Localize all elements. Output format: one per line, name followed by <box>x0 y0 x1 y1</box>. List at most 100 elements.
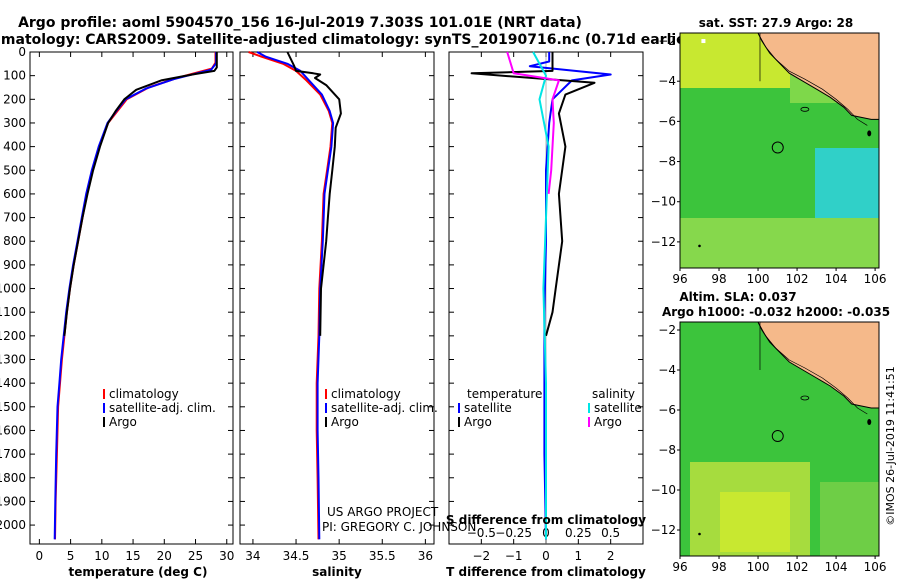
x-tick-label: −1 <box>505 549 523 563</box>
map-x-tick-label: 104 <box>825 560 848 574</box>
x-tick-label: 0 <box>36 549 44 563</box>
map-x-tick-label: 96 <box>672 560 687 574</box>
x-tick-label: 25 <box>188 549 203 563</box>
map-x-tick-label: 102 <box>786 560 809 574</box>
y-tick-label: 900 <box>3 258 26 272</box>
y-tick-label: 1500 <box>0 400 26 414</box>
x-tick-label: 20 <box>157 549 172 563</box>
island-marker <box>698 244 701 248</box>
island-outline <box>867 130 872 137</box>
map-y-tick-label: −10 <box>651 483 676 497</box>
cool-water-region <box>815 148 879 218</box>
series-line-salinity-argo <box>506 51 560 195</box>
y-tick-label: 0 <box>18 45 26 59</box>
legend-title-salinity: salinity <box>592 387 635 401</box>
map-y-tick-label: −4 <box>658 74 676 88</box>
map-y-tick-label: −8 <box>658 155 676 169</box>
x-tick-label: −2 <box>472 549 490 563</box>
island-outline <box>867 419 872 425</box>
legend-label: climatology <box>331 387 401 401</box>
salinity-panel: 34 34.5 35 35.5 36 climatologysatellite-adj. … <box>239 51 438 563</box>
y-tick-label: 1100 <box>0 305 26 319</box>
y-tick-label: 1800 <box>0 471 26 485</box>
map-y-tick-label: −2 <box>658 323 676 337</box>
map-x-tick-label: 102 <box>786 272 809 286</box>
s-tick-label: −0.25 <box>495 526 532 540</box>
y-tick-label: 300 <box>3 116 26 130</box>
y-tick-label: 1900 <box>0 494 26 508</box>
figure-title-line2: Climatology: CARS2009. Satellite-adjuste… <box>0 32 699 48</box>
x-tick-label: 1 <box>575 549 583 563</box>
series-line-climatology <box>54 52 217 540</box>
x-tick-label: 34 <box>245 549 260 563</box>
x-tick-label: 34.5 <box>283 549 310 563</box>
x-tick-label: 5 <box>67 549 75 563</box>
land-mask-marker <box>701 39 706 44</box>
figure-title-line1: Argo profile: aoml 5904570_156 16-Jul-20… <box>18 15 582 31</box>
map-y-tick-label: −2 <box>658 34 676 48</box>
island-outline <box>800 395 810 401</box>
float-location-marker <box>771 430 784 443</box>
map-x-tick-label: 106 <box>864 272 887 286</box>
project-annotation-line1: US ARGO PROJECT <box>327 505 439 519</box>
y-tick-label: 600 <box>3 187 26 201</box>
x-tick-label: 30 <box>219 549 234 563</box>
sumatra-land <box>757 33 879 120</box>
s-tick-label: 0.25 <box>565 526 592 540</box>
y-tick-label: 400 <box>3 140 26 154</box>
series-line-temperature-satellite <box>528 52 612 540</box>
map-frame <box>679 32 880 269</box>
temperature-xlabel: temperature (deg C) <box>69 565 208 579</box>
project-annotation-line2: PI: GREGORY C. JOHNSON <box>322 520 476 534</box>
legend-label: Argo <box>109 415 137 429</box>
y-tick-label: 1700 <box>0 447 26 461</box>
series-line-argo <box>63 52 218 336</box>
y-tick-label: 700 <box>3 211 26 225</box>
map-x-tick-label: 98 <box>711 272 726 286</box>
map-y-tick-label: −12 <box>651 523 676 537</box>
sla-map-title-line1: Altim. SLA: 0.037 <box>679 290 796 304</box>
y-tick-label: 500 <box>3 163 26 177</box>
y-tick-label: 1200 <box>0 329 26 343</box>
s-tick-label: −0.5 <box>467 526 496 540</box>
t-difference-xlabel: T difference from climatology <box>446 565 646 579</box>
map-frame <box>679 321 880 557</box>
x-tick-label: 35 <box>332 549 347 563</box>
series-line-satellite-adj-clim- <box>256 51 335 540</box>
y-tick-label: 100 <box>3 69 26 83</box>
sst-map-title: sat. SST: 27.9 Argo: 28 <box>699 16 853 30</box>
x-tick-label: 35.5 <box>369 549 396 563</box>
legend-label: satellite-adj. clim. <box>331 401 438 415</box>
sla-map-panel: 96 98 100 102 104 106 −2 −4 −6 −8 −10 −12 <box>651 321 887 574</box>
y-tick-label: 800 <box>3 234 26 248</box>
x-tick-label: 10 <box>94 549 109 563</box>
float-location-marker <box>771 141 784 154</box>
salinity-xlabel: salinity <box>312 565 362 579</box>
map-field <box>680 322 879 556</box>
legend-label: Argo <box>464 415 492 429</box>
map-y-tick-label: −6 <box>658 114 676 128</box>
map-y-tick-label: −10 <box>651 195 676 209</box>
x-tick-label: 15 <box>125 549 140 563</box>
series-line-argo <box>286 51 342 336</box>
legend-title-temperature: temperature <box>467 387 542 401</box>
map-x-tick-label: 104 <box>825 272 848 286</box>
legend-label: satellite <box>464 401 512 415</box>
y-tick-label: 1000 <box>0 282 26 296</box>
plot-frame <box>29 51 234 545</box>
bathymetry-contour <box>757 322 868 415</box>
y-tick-label: 200 <box>3 92 26 106</box>
legend-label: Argo <box>594 415 622 429</box>
x-tick-label: 36 <box>418 549 433 563</box>
bathymetry-contour <box>757 33 868 126</box>
map-field <box>680 33 879 268</box>
x-tick-label: 0 <box>542 549 550 563</box>
legend-label: satellite-adj. clim. <box>109 401 216 415</box>
sumatra-land <box>757 322 879 409</box>
island-outline <box>800 106 810 112</box>
high-sla-region <box>820 482 879 556</box>
x-tick-label: 2 <box>607 549 615 563</box>
series-line-satellite-adj-clim- <box>53 52 218 540</box>
map-y-tick-label: −6 <box>658 403 676 417</box>
